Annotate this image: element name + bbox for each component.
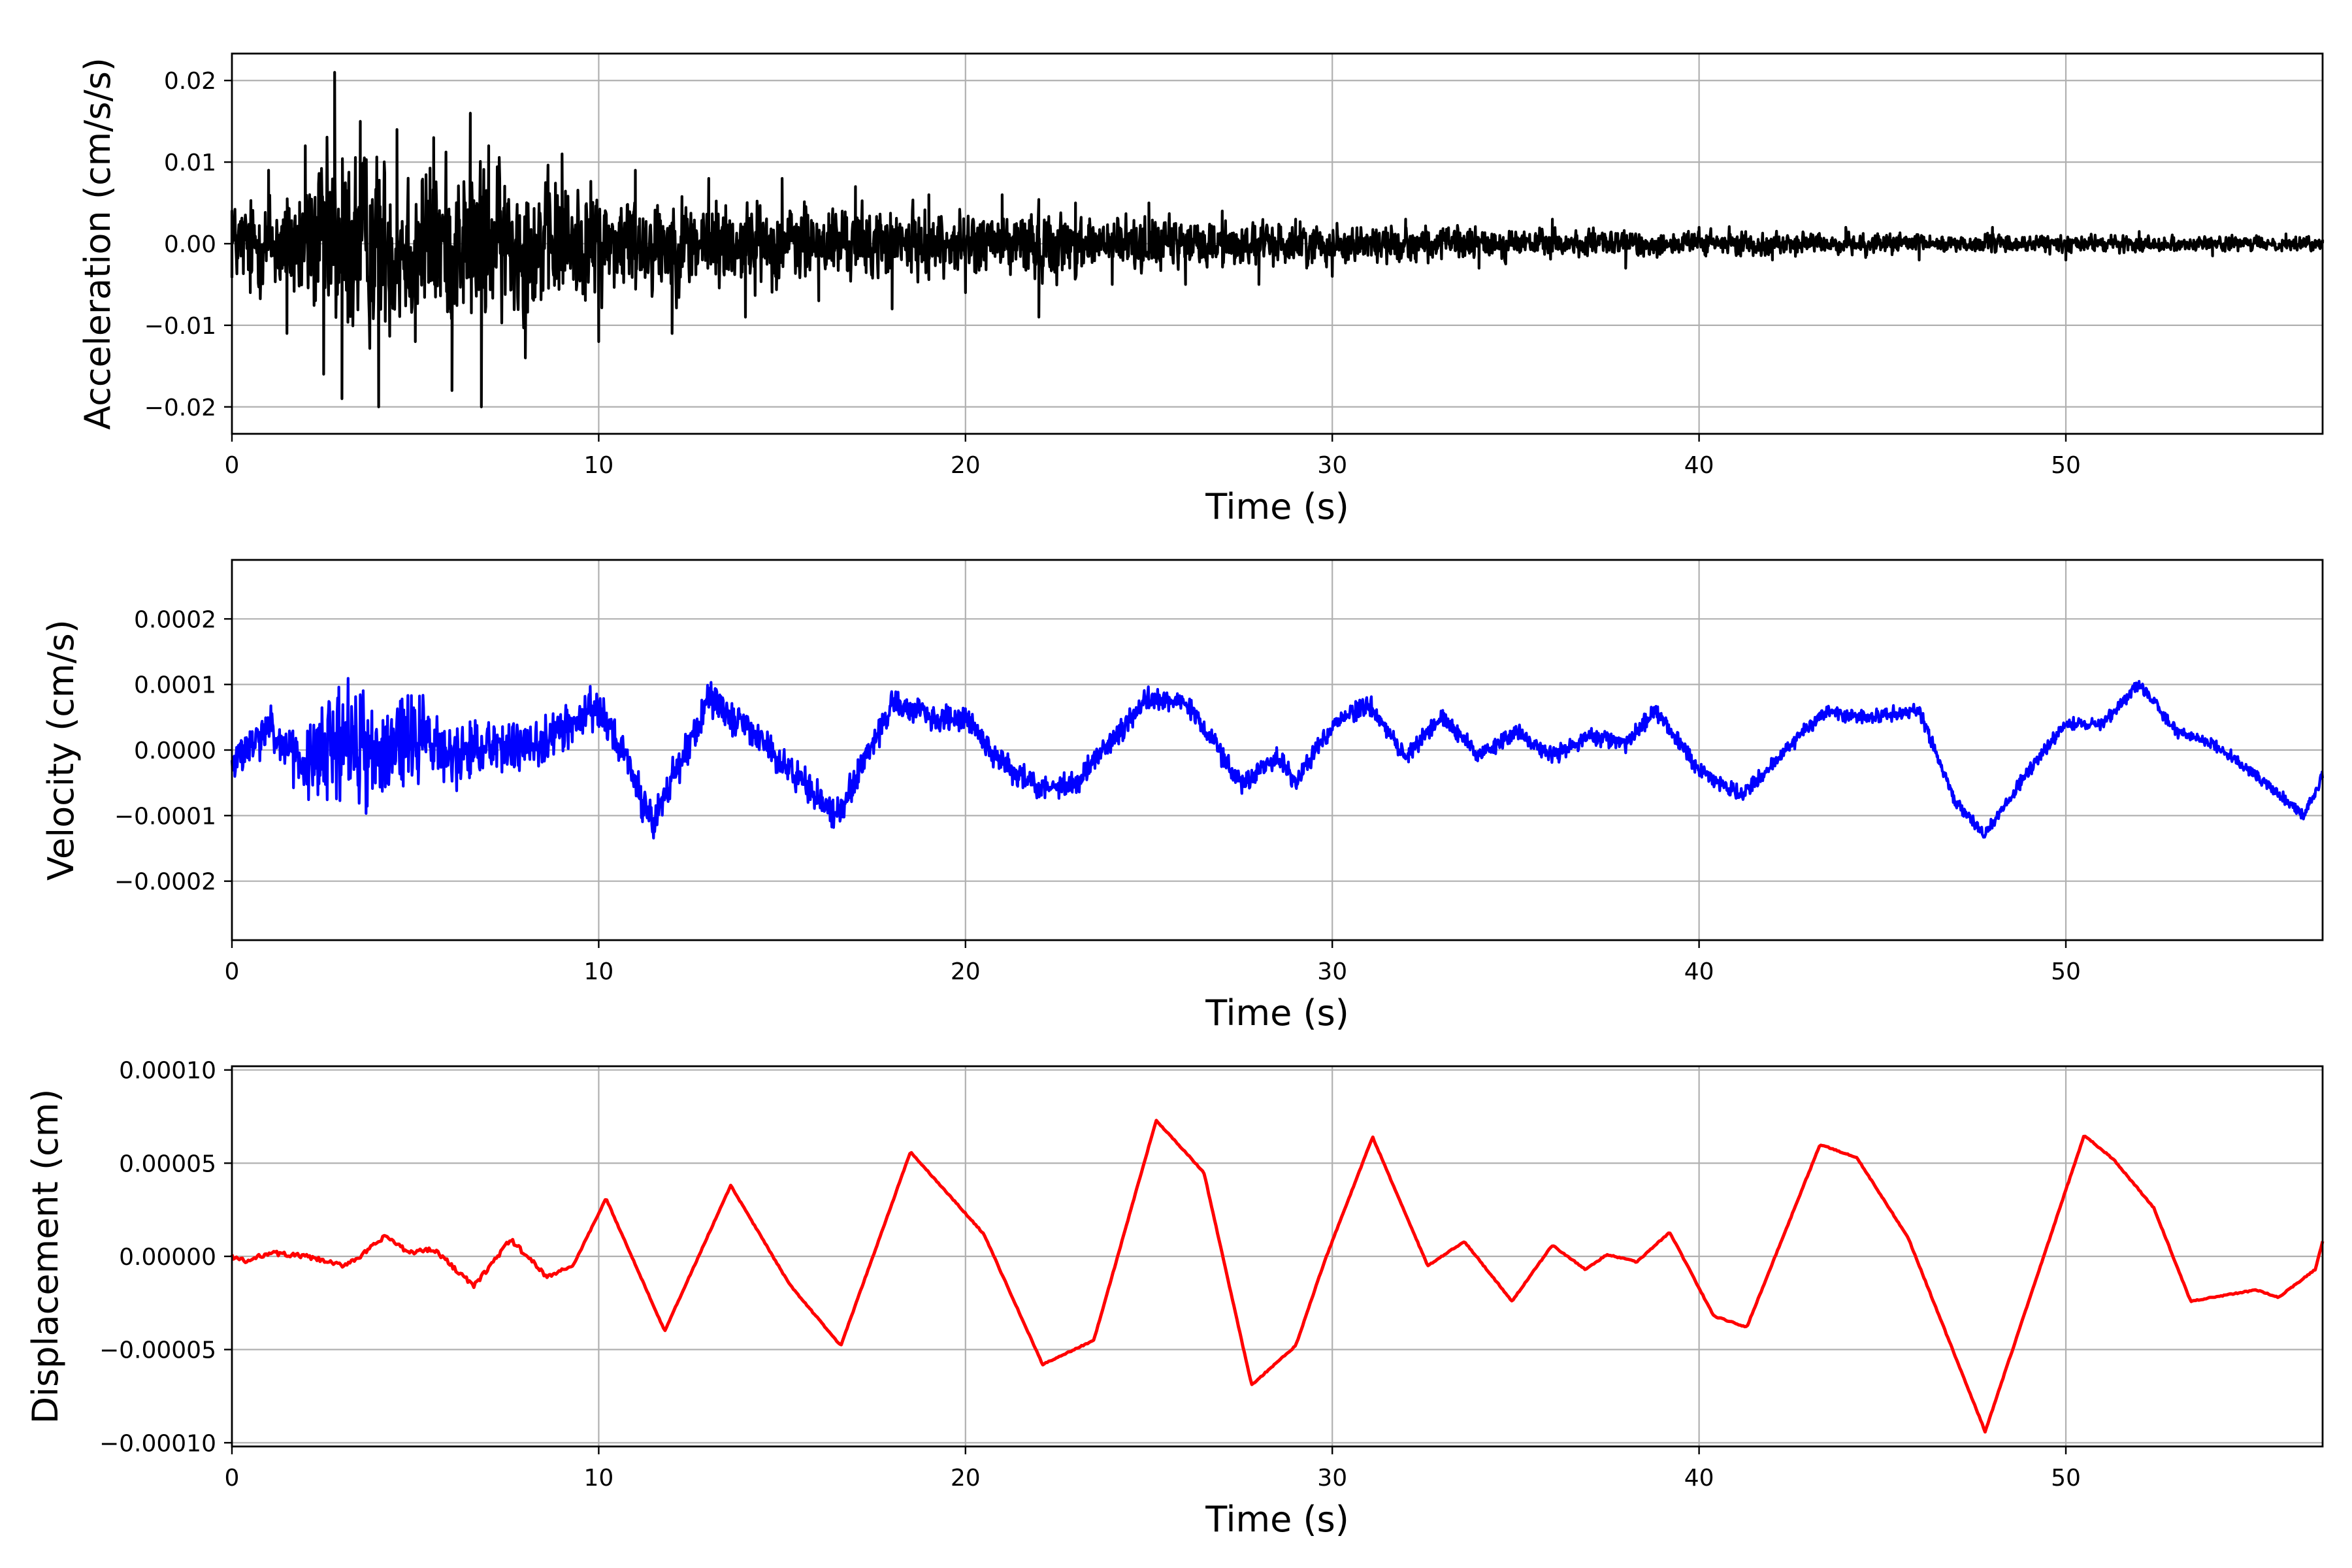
acceleration-y-tick-label: −0.01 [144,313,216,340]
velocity-y-tick-label: 0.0000 [134,738,216,764]
velocity-grid [231,560,2323,940]
acceleration-x-tick-label: 20 [951,452,981,479]
displacement-y-tick-label: 0.00005 [119,1151,216,1177]
acceleration-y-tick-label: 0.01 [164,150,216,176]
velocity-x-tick-label: 0 [225,958,240,985]
acceleration-y-axis-label: Acceleration (cm/s/s) [77,57,118,430]
velocity-line [230,677,2325,840]
displacement-x-tick-label: 30 [1317,1465,1347,1492]
velocity-ticks: 0 10 20 30 40 50 −0.0002 −0.0001 0.0000 0.0001 0.0… [114,606,2081,985]
acceleration-y-tick-label: 0.00 [164,231,216,258]
displacement-panel: 0 10 20 30 40 50 −0.00010 −0.00005 0.00000 0.0000… [25,1058,2325,1540]
velocity-panel: 0 10 20 30 40 50 −0.0002 −0.0001 0.0000 0.0001 0.0… [41,559,2325,1034]
velocity-y-tick-label: −0.0001 [114,803,216,830]
acceleration-y-tick-label: 0.02 [164,68,216,95]
acceleration-x-tick-label: 50 [2051,452,2081,479]
velocity-y-tick-label: 0.0001 [134,672,216,699]
acceleration-line [230,71,2325,408]
velocity-x-tick-label: 20 [951,958,981,985]
displacement-grid [231,1066,2323,1446]
velocity-y-axis-label: Velocity (cm/s) [41,619,82,881]
displacement-line [230,1119,2325,1434]
acceleration-x-tick-label: 10 [583,452,613,479]
displacement-y-tick-label: 0.00010 [119,1058,216,1085]
velocity-x-tick-label: 40 [1684,958,1714,985]
displacement-y-axis-label: Displacement (cm) [25,1089,66,1424]
velocity-y-tick-label: −0.0002 [114,869,216,896]
displacement-y-tick-label: −0.00005 [99,1337,216,1364]
acceleration-panel: 0 10 20 30 40 50 −0.02 −0.01 0.00 0.01 0.02 Time (… [77,52,2325,527]
displacement-x-tick-label: 0 [225,1465,240,1492]
velocity-series [230,677,2325,840]
acceleration-series [230,71,2325,408]
velocity-x-tick-label: 50 [2051,958,2081,985]
acceleration-x-axis-label: Time (s) [1205,486,1349,527]
acceleration-x-tick-label: 0 [225,452,240,479]
acceleration-x-tick-label: 40 [1684,452,1714,479]
velocity-x-tick-label: 10 [583,958,613,985]
displacement-series [230,1119,2325,1434]
displacement-y-tick-label: 0.00000 [119,1244,216,1271]
acceleration-ticks: 0 10 20 30 40 50 −0.02 −0.01 0.00 0.01 0.02 [144,68,2081,479]
velocity-y-tick-label: 0.0002 [134,606,216,633]
displacement-x-tick-label: 20 [951,1465,981,1492]
displacement-x-tick-label: 40 [1684,1465,1714,1492]
displacement-x-tick-label: 10 [583,1465,613,1492]
velocity-x-axis-label: Time (s) [1205,992,1349,1034]
displacement-ticks: 0 10 20 30 40 50 −0.00010 −0.00005 0.00000 0.0000… [99,1058,2081,1492]
displacement-x-axis-label: Time (s) [1205,1499,1349,1540]
displacement-x-tick-label: 50 [2051,1465,2081,1492]
acceleration-y-tick-label: −0.02 [144,395,216,421]
velocity-x-tick-label: 30 [1317,958,1347,985]
displacement-y-tick-label: −0.00010 [99,1430,216,1457]
acceleration-x-tick-label: 30 [1317,452,1347,479]
